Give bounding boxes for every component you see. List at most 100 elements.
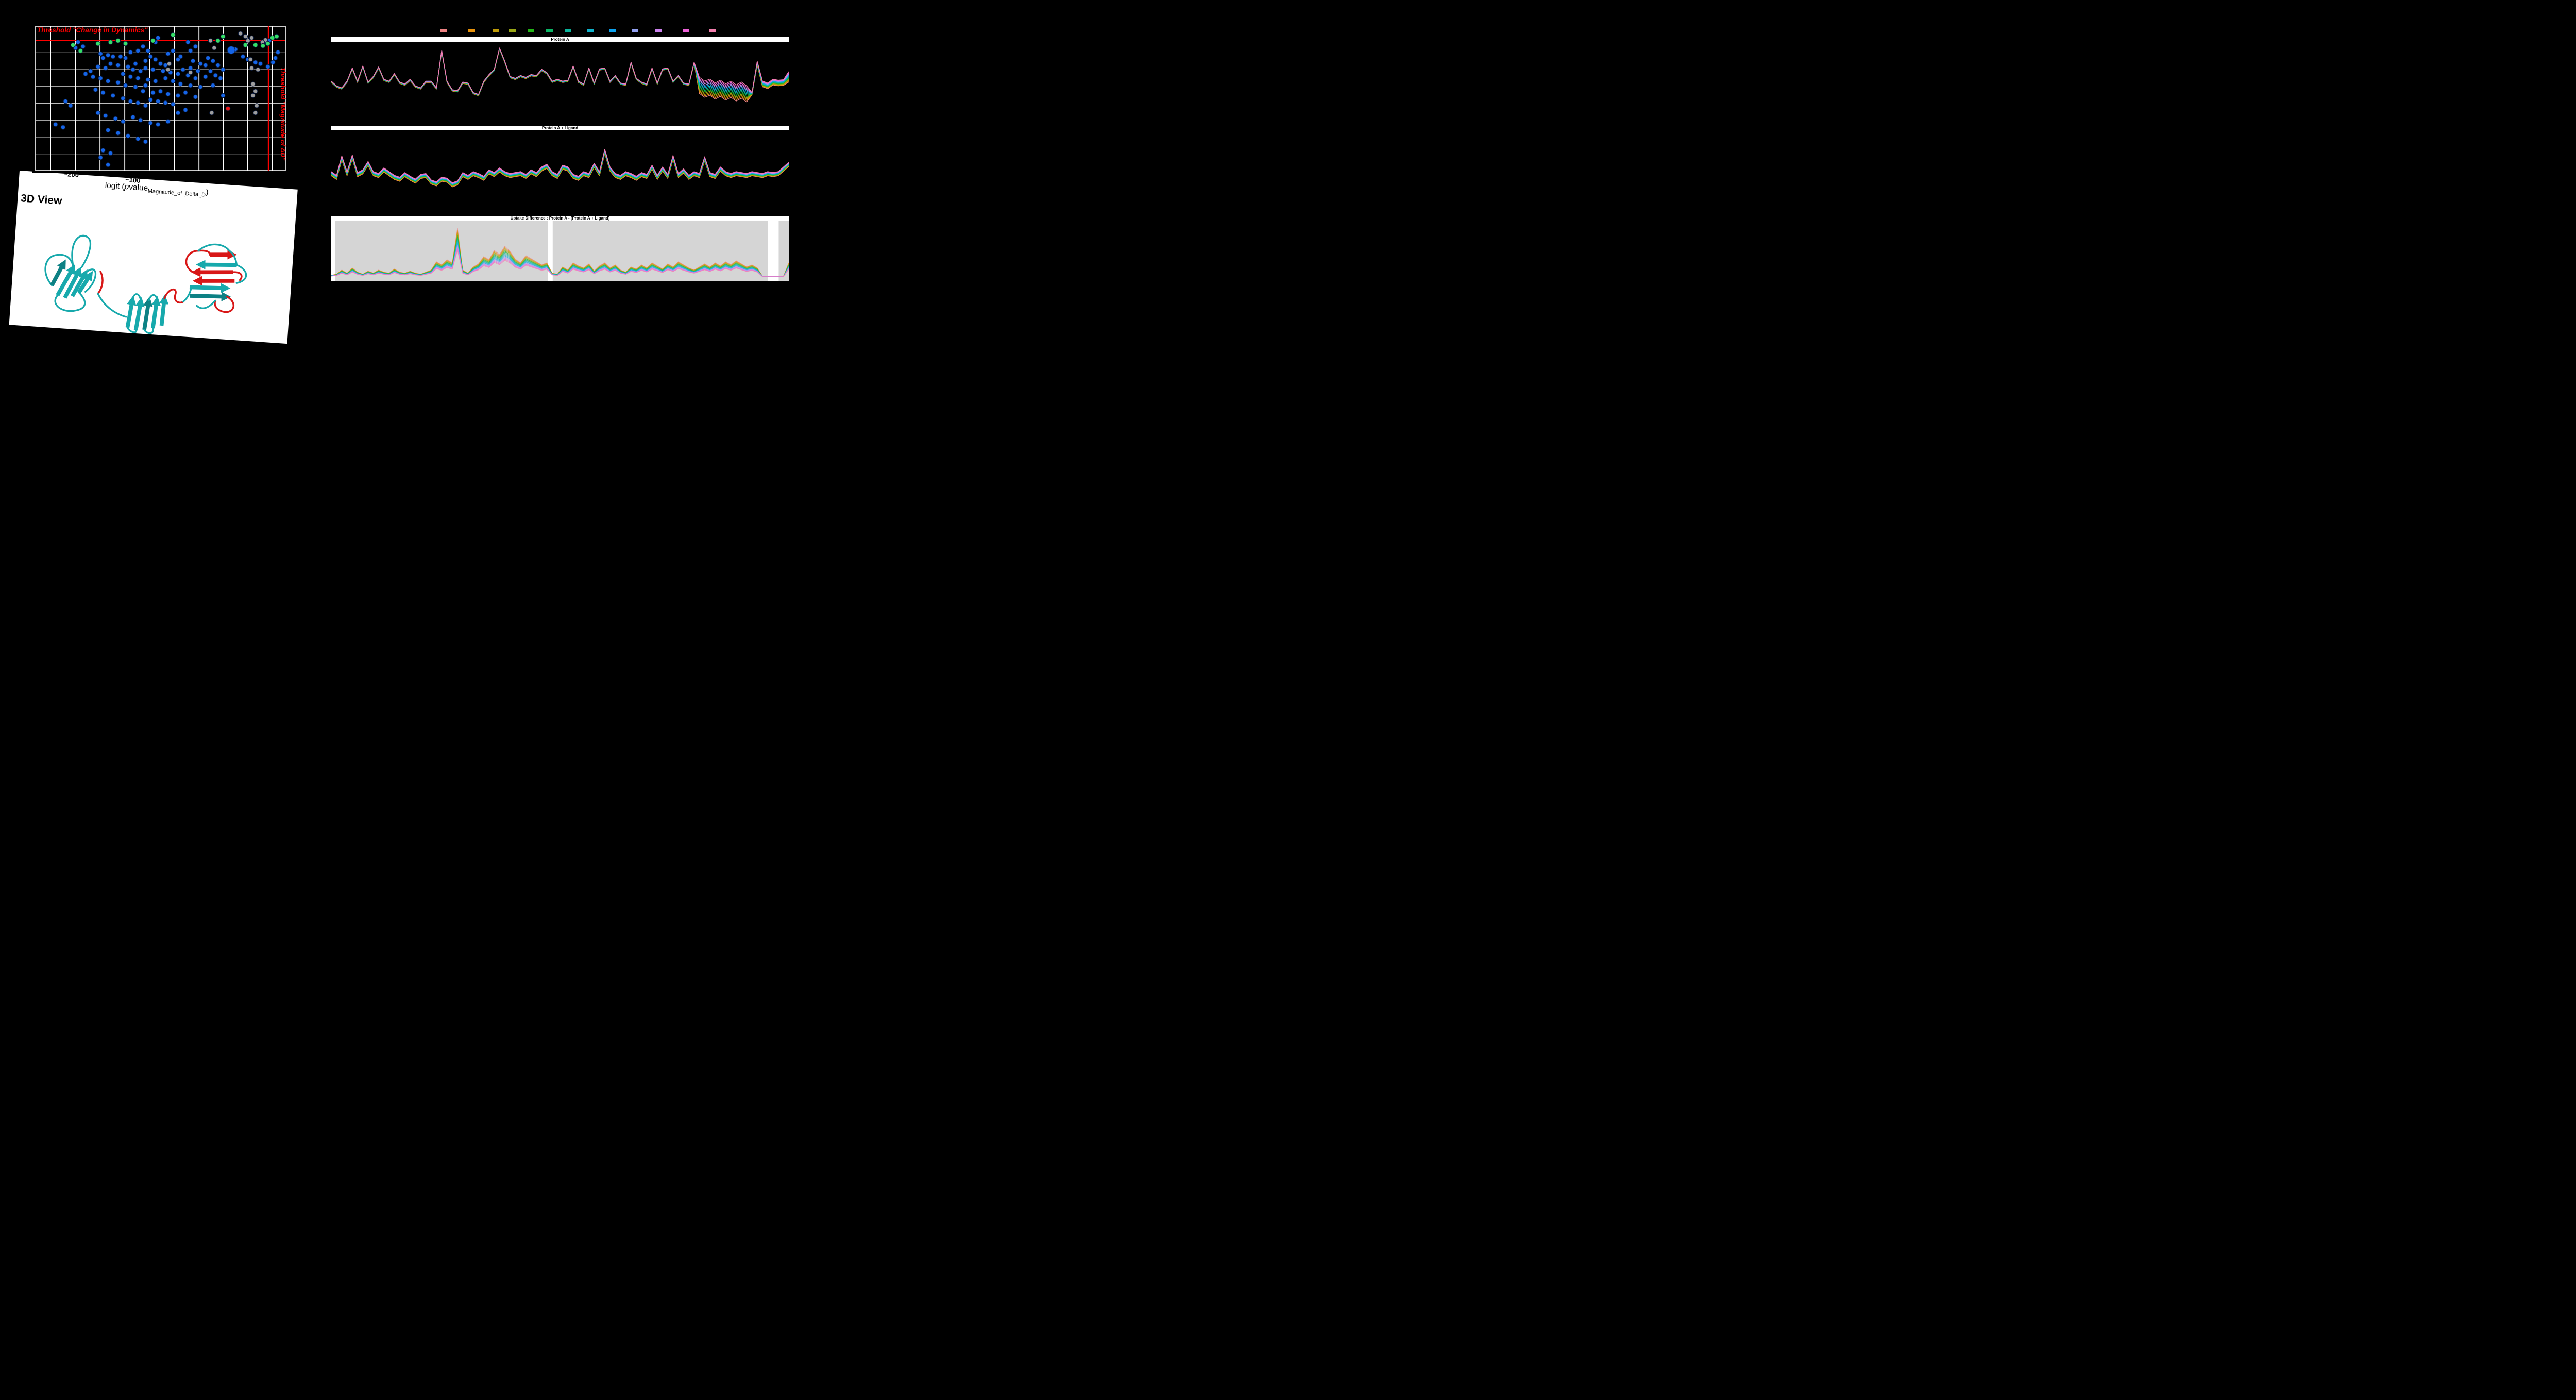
peptide-point-nonsignificant[interactable] bbox=[143, 65, 148, 71]
peptide-point-nonsignificant[interactable] bbox=[63, 98, 68, 104]
peptide-point-nonsignificant[interactable] bbox=[128, 74, 133, 79]
legend-swatch-1[interactable] bbox=[468, 29, 475, 32]
peptide-point-nonsignificant[interactable] bbox=[150, 67, 156, 72]
peptide-point-magnitude-only[interactable] bbox=[245, 38, 250, 43]
peptide-point-nonsignificant[interactable] bbox=[198, 84, 203, 90]
peptide-point-nonsignificant[interactable] bbox=[121, 96, 126, 101]
peptide-point-nonsignificant[interactable] bbox=[135, 136, 141, 142]
legend-swatch-6[interactable] bbox=[564, 29, 571, 32]
legend-swatch-7[interactable] bbox=[586, 29, 594, 32]
uptake-chart-protein-a[interactable] bbox=[331, 42, 789, 124]
peptide-point-nonsignificant[interactable] bbox=[180, 67, 185, 72]
peptide-point-magnitude-only[interactable] bbox=[212, 45, 217, 50]
peptide-point-nonsignificant[interactable] bbox=[128, 98, 133, 104]
peptide-point-magnitude-only[interactable] bbox=[248, 57, 253, 62]
peptide-point-nonsignificant[interactable] bbox=[90, 74, 96, 79]
peptide-point-nonsignificant[interactable] bbox=[148, 54, 153, 59]
peptide-point-nonsignificant[interactable] bbox=[135, 76, 141, 81]
peptide-point-nonsignificant[interactable] bbox=[143, 83, 148, 88]
legend-swatch-10[interactable] bbox=[654, 29, 662, 32]
peptide-point-nonsignificant[interactable] bbox=[123, 55, 128, 61]
peptide-point-nonsignificant[interactable] bbox=[75, 40, 81, 45]
peptide-point-nonsignificant[interactable] bbox=[110, 93, 116, 98]
peptide-point-nonsignificant[interactable] bbox=[175, 71, 181, 77]
volcano-plot-area[interactable] bbox=[35, 26, 286, 171]
peptide-point-magnitude-only[interactable] bbox=[250, 81, 256, 87]
peptide-point-significant[interactable] bbox=[78, 48, 83, 54]
peptide-point-nonsignificant[interactable] bbox=[138, 69, 143, 74]
peptide-point-magnitude-only[interactable] bbox=[250, 93, 256, 98]
peptide-point-nonsignificant[interactable] bbox=[68, 103, 73, 108]
peptide-point-magnitude-only[interactable] bbox=[253, 89, 258, 94]
peptide-point-nonsignificant[interactable] bbox=[218, 76, 223, 81]
peptide-point-nonsignificant[interactable] bbox=[175, 93, 181, 98]
peptide-point-significant[interactable] bbox=[123, 41, 128, 46]
peptide-point-nonsignificant[interactable] bbox=[210, 83, 216, 88]
peptide-point-significant[interactable] bbox=[260, 43, 266, 48]
peptide-point-magnitude-only[interactable] bbox=[166, 61, 172, 66]
legend-swatch-11[interactable] bbox=[682, 29, 689, 32]
peptide-point-nonsignificant[interactable] bbox=[213, 73, 218, 78]
peptide-point-significant[interactable] bbox=[252, 42, 258, 48]
peptide-point-nonsignificant[interactable] bbox=[155, 98, 161, 104]
peptide-point-nonsignificant[interactable] bbox=[188, 83, 193, 88]
peptide-point-nonsignificant[interactable] bbox=[145, 48, 151, 54]
peptide-point-nonsignificant[interactable] bbox=[155, 35, 161, 41]
peptide-point-significant[interactable] bbox=[265, 41, 270, 46]
peptide-point-magnitude-only[interactable] bbox=[243, 33, 248, 39]
peptide-point-nonsignificant[interactable] bbox=[183, 90, 188, 95]
peptide-point-magnitude-only[interactable] bbox=[255, 67, 261, 72]
peptide-point-nonsignificant[interactable] bbox=[105, 78, 111, 84]
peptide-point-nonsignificant[interactable] bbox=[121, 71, 126, 77]
peptide-point-nonsignificant[interactable] bbox=[220, 67, 226, 72]
peptide-point-nonsignificant[interactable] bbox=[158, 89, 163, 94]
peptide-point-nonsignificant[interactable] bbox=[113, 116, 118, 121]
peptide-point-nonsignificant[interactable] bbox=[110, 54, 116, 59]
peptide-point-nonsignificant[interactable] bbox=[160, 69, 166, 74]
peptide-point-nonsignificant[interactable] bbox=[145, 77, 151, 82]
legend-swatch-12[interactable] bbox=[709, 29, 716, 32]
peptide-point-nonsignificant[interactable] bbox=[210, 58, 216, 63]
peptide-point-nonsignificant[interactable] bbox=[163, 100, 168, 106]
peptide-point-nonsignificant[interactable] bbox=[273, 55, 278, 61]
peptide-point-nonsignificant[interactable] bbox=[105, 162, 111, 167]
peptide-point-nonsignificant[interactable] bbox=[153, 78, 158, 84]
peptide-point-nonsignificant[interactable] bbox=[165, 119, 171, 124]
peptide-point-nonsignificant[interactable] bbox=[100, 148, 106, 153]
peptide-point-nonsignificant[interactable] bbox=[121, 119, 126, 124]
peptide-point-nonsignificant[interactable] bbox=[220, 93, 226, 98]
peptide-point-nonsignificant[interactable] bbox=[118, 54, 123, 59]
peptide-point-magnitude-only[interactable] bbox=[209, 110, 214, 115]
peptide-point-magnitude-only[interactable] bbox=[249, 35, 255, 41]
peptide-point-nonsignificant[interactable] bbox=[105, 53, 111, 58]
peptide-point-nonsignificant[interactable] bbox=[193, 76, 198, 81]
peptide-point-nonsignificant[interactable] bbox=[100, 90, 106, 95]
peptide-point-nonsignificant[interactable] bbox=[128, 49, 133, 55]
peptide-point-nonsignificant[interactable] bbox=[140, 89, 146, 94]
peptide-point-magnitude-only[interactable] bbox=[238, 31, 243, 36]
peptide-point-significant[interactable] bbox=[170, 32, 176, 38]
peptide-point-nonsignificant[interactable] bbox=[185, 40, 191, 45]
peptide-point-nonsignificant[interactable] bbox=[95, 64, 101, 70]
peptide-point-magnitude-only[interactable] bbox=[165, 67, 171, 72]
peptide-point-nonsignificant[interactable] bbox=[108, 61, 113, 66]
peptide-point-nonsignificant[interactable] bbox=[193, 94, 198, 99]
legend-swatch-3[interactable] bbox=[509, 29, 516, 32]
peptide-point-nonsignificant[interactable] bbox=[133, 84, 138, 90]
peptide-point-nonsignificant[interactable] bbox=[130, 114, 135, 120]
peptide-point-nonsignificant[interactable] bbox=[140, 44, 146, 49]
peptide-point-nonsignificant[interactable] bbox=[105, 127, 111, 133]
peptide-point-nonsignificant[interactable] bbox=[125, 133, 131, 139]
peptide-point-large[interactable] bbox=[227, 46, 235, 55]
uptake-chart-protein-a-ligand[interactable] bbox=[331, 130, 789, 212]
peptide-point-significant[interactable] bbox=[269, 35, 275, 41]
peptide-point-nonsignificant[interactable] bbox=[170, 78, 176, 84]
peptide-point-nonsignificant[interactable] bbox=[103, 113, 108, 119]
peptide-point-magnitude-only[interactable] bbox=[254, 103, 259, 108]
peptide-point-nonsignificant[interactable] bbox=[158, 61, 163, 66]
peptide-point-significant[interactable] bbox=[215, 38, 221, 43]
peptide-point-significant[interactable] bbox=[108, 39, 113, 45]
peptide-point-nonsignificant[interactable] bbox=[183, 107, 188, 113]
peptide-point-significant[interactable] bbox=[95, 41, 101, 46]
peptide-point-nonsignificant[interactable] bbox=[115, 62, 121, 68]
